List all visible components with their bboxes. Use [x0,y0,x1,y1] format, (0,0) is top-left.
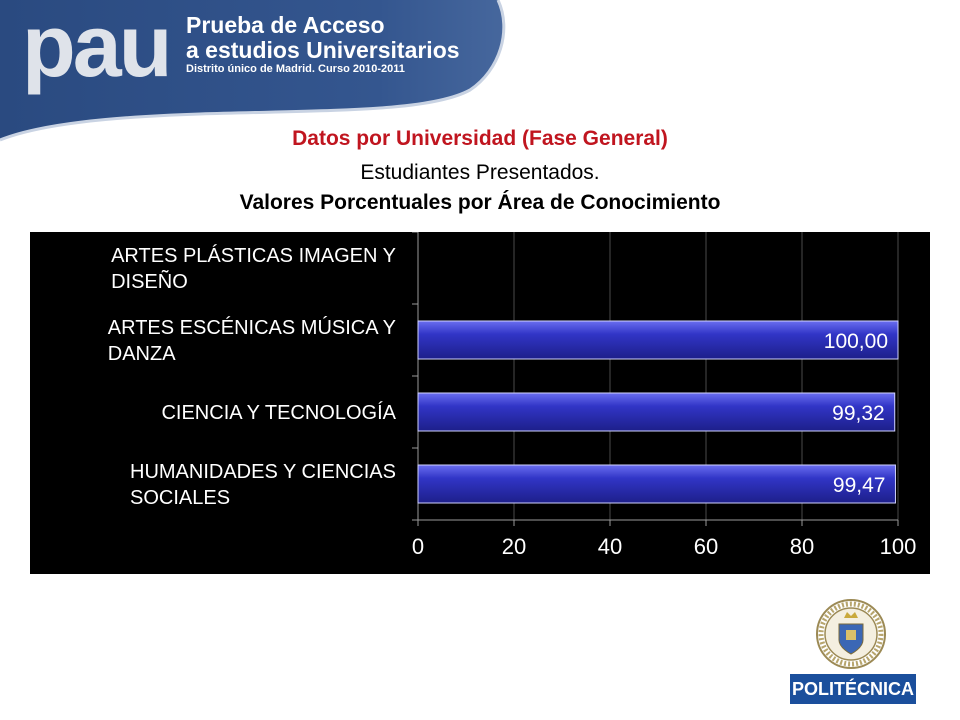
header-banner [0,0,506,142]
chart-title: Datos por Universidad (Fase General) [292,127,668,150]
bar-value-label: 99,32 [832,402,885,425]
chart-svg: 100,00 99,32 99,47 ARTES PLÁSTICAS IMAGEN … [108,232,916,559]
bars: 100,00 99,32 99,47 [417,320,899,504]
x-tick-label: 100 [880,534,917,559]
category-label: ARTES ESCÉNICAS MÚSICA Y DANZA [108,316,396,365]
chart-subtitle-2: Valores Porcentuales por Área de Conocim… [239,191,721,214]
bar [417,464,896,504]
category-label: ARTES PLÁSTICAS IMAGEN Y DISEÑO [111,244,396,293]
bar [417,392,896,432]
header-title-line2: a estudios Universitarios [186,37,460,63]
header-subtitle: Distrito único de Madrid. Curso 2010-201… [186,63,405,75]
tick-labels: 0 20 40 60 80 100 [412,534,916,559]
politecnica-brand-box [790,674,916,704]
bar-value-label: 100,00 [824,330,888,353]
bar-chart: 100,00 99,32 99,47 ARTES PLÁSTICAS IMAGEN … [30,232,930,574]
x-tick-label: 60 [694,534,718,559]
header-title-line1: Prueba de Acceso [186,12,385,38]
x-tick-label: 0 [412,534,424,559]
category-label: CIENCIA Y TECNOLOGÍA [161,401,396,424]
chart-subtitle: Estudiantes Presentados. [360,161,600,184]
category-label: HUMANIDADES Y CIENCIAS SOCIALES [130,461,396,509]
x-tick-label: 20 [502,534,526,559]
category-labels: ARTES PLÁSTICAS IMAGEN Y DISEÑO ARTES ESCÉ… [108,244,397,509]
bar-value-label: 99,47 [833,474,886,497]
x-tick-label: 40 [598,534,622,559]
upm-logo: POLITÉCNICA [790,599,916,704]
politecnica-brand: POLITÉCNICA [792,678,914,699]
x-tick-label: 80 [790,534,814,559]
bar [417,320,899,360]
university-seal [816,599,886,669]
pau-logo: pau [22,0,172,95]
